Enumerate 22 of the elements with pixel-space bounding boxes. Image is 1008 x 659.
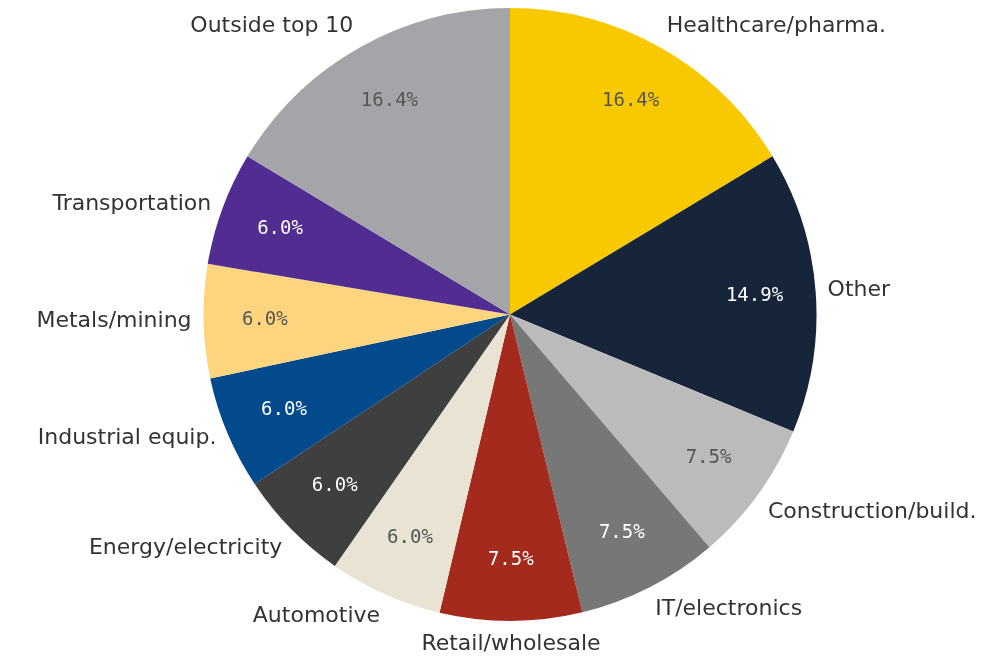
data-label: 16.4% xyxy=(602,87,660,110)
data-label: 6.0% xyxy=(311,472,359,495)
slice-label: Retail/wholesale xyxy=(421,629,601,655)
slice-label: Metals/mining xyxy=(36,307,192,333)
slice-label: Outside top 10 xyxy=(190,11,354,37)
slice-label: Industrial equip. xyxy=(37,423,217,449)
slice-label: Healthcare/pharma. xyxy=(666,11,886,37)
data-label: 7.5% xyxy=(487,546,535,569)
slice-label: Transportation xyxy=(51,189,212,215)
data-label: 7.5% xyxy=(685,445,732,468)
data-label: 6.0% xyxy=(261,396,308,419)
data-label: 6.0% xyxy=(387,525,434,548)
data-label: 7.5% xyxy=(598,519,646,542)
slice-label: Automotive xyxy=(252,602,381,628)
slice-label: Construction/build. xyxy=(767,498,977,524)
data-label: 6.0% xyxy=(241,306,289,329)
data-label: 6.0% xyxy=(257,216,304,239)
data-label: 16.4% xyxy=(360,87,419,110)
slice-label: IT/electronics xyxy=(655,594,803,620)
slice-label: Other xyxy=(827,276,892,302)
data-label: 14.9% xyxy=(725,283,784,305)
slice-label: Energy/electricity xyxy=(88,533,283,559)
